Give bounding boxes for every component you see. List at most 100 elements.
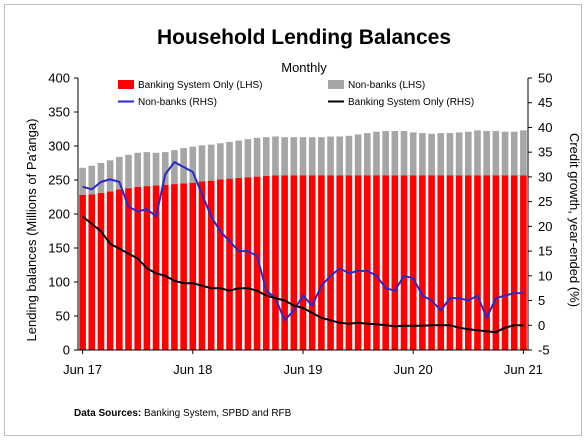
y-right-tick-label: -5 [538,343,550,358]
legend-label: Banking System Only (RHS) [348,97,474,108]
chart-subtitle: Monthly [281,60,327,75]
y-right-tick-label: 25 [538,194,552,209]
bar-banking-system-lhs [106,191,114,350]
data-sources-label: Data Sources: [74,408,141,419]
bar-banking-system-lhs [419,175,426,350]
bar-non-banks-lhs [501,131,509,176]
legend-label: Non-banks (LHS) [348,80,425,91]
bar-non-banks-lhs [363,133,371,176]
y-left-tick-label: 300 [48,139,70,154]
bar-banking-system-lhs [161,184,169,350]
bar-banking-system-lhs [262,175,270,350]
y-right-tick-label: 15 [538,244,552,259]
bar-banking-system-lhs [198,181,206,350]
bar-non-banks-lhs [226,141,233,179]
bar-non-banks-lhs [419,133,426,176]
y-left-tick-label: 100 [48,275,70,290]
bar-non-banks-lhs [125,154,132,189]
y-left-tick-label: 400 [48,71,70,86]
bar-banking-system-lhs [272,175,279,350]
y-right-tick-label: 10 [538,268,552,283]
bar-non-banks-lhs [88,165,96,195]
bar-non-banks-lhs [455,132,463,176]
bar-non-banks-lhs [97,163,105,193]
line-non-banks-rhs [82,161,524,322]
bar-non-banks-lhs [428,133,435,176]
y-right-tick-label: 20 [538,219,552,234]
legend-label: Non-banks (RHS) [138,97,217,108]
bar-non-banks-lhs [308,137,316,176]
x-tick-label: Jun 20 [394,362,433,377]
x-tick-label: Jun 18 [173,362,212,377]
bar-banking-system-lhs [354,175,362,350]
y-right-tick-label: 30 [538,169,552,184]
x-tick-label: Jun 17 [63,362,102,377]
y-left-tick-label: 350 [48,105,70,120]
y-right-tick-label: 0 [538,318,545,333]
bar-non-banks-lhs [180,148,187,184]
bar-non-banks-lhs [492,131,500,176]
bar-non-banks-lhs [474,130,481,176]
bar-non-banks-lhs [281,137,288,176]
bar-non-banks-lhs [198,145,206,182]
bar-banking-system-lhs [217,179,224,350]
bar-banking-system-lhs [327,175,334,350]
bar-banking-system-lhs [437,175,445,350]
bar-non-banks-lhs [510,131,518,176]
bar-banking-system-lhs [281,175,288,350]
bar-non-banks-lhs [235,140,243,178]
y-left-tick-label: 200 [48,207,70,222]
legend-label: Banking System Only (LHS) [138,80,263,91]
bar-non-banks-lhs [437,133,445,176]
bar-banking-system-lhs [345,175,353,350]
bar-non-banks-lhs [253,137,261,177]
bar-non-banks-lhs [207,144,215,181]
bar-non-banks-lhs [318,137,325,176]
bar-banking-system-lhs [391,175,399,350]
bar-non-banks-lhs [217,143,224,180]
bar-non-banks-lhs [189,146,197,183]
bar-banking-system-lhs [97,192,105,350]
bar-banking-system-lhs [88,194,96,350]
x-tick-label: Jun 19 [283,362,322,377]
bar-non-banks-lhs [400,131,408,176]
bar-banking-system-lhs [226,178,233,350]
bar-banking-system-lhs [116,189,123,350]
bar-non-banks-lhs [116,156,123,190]
y-left-tick-label: 250 [48,173,70,188]
bar-banking-system-lhs [253,176,261,350]
bar-non-banks-lhs [244,139,252,178]
bar-banking-system-lhs [409,175,417,350]
y-axis-right: -5 0 5 10 15 20 25 30 35 40 45 50 [527,71,552,358]
bar-non-banks-lhs [79,167,86,195]
bar-non-banks-lhs [520,130,527,176]
bar-banking-system-lhs [318,175,325,350]
bar-non-banks-lhs [262,137,270,176]
bar-banking-system-lhs [455,175,463,350]
bar-banking-system-lhs [446,175,454,350]
data-sources-text: Banking System, SPBD and RFB [141,408,291,419]
y-right-tick-label: 5 [538,293,545,308]
bar-banking-system-lhs [483,175,490,350]
bar-non-banks-lhs [134,152,141,187]
bar-banking-system-lhs [492,175,500,350]
bar-non-banks-lhs [409,132,417,176]
line-banking-system-rhs [81,215,524,334]
bar-non-banks-lhs [161,152,169,185]
bar-non-banks-lhs [336,136,344,176]
y-axis-left: 0 50 100 150 200 250 300 350 400 [48,71,79,358]
bar-banking-system-lhs [125,188,132,350]
bar-banking-system-lhs [400,175,408,350]
bar-banking-system-lhs [382,175,389,350]
bar-banking-system-lhs [428,175,435,350]
bar-banking-system-lhs [235,177,243,350]
bar-banking-system-lhs [363,175,371,350]
y-right-tick-label: 45 [538,95,552,110]
bar-banking-system-lhs [79,194,86,350]
y-axis-right-label: Credit growth, year-ended (%) [567,133,582,307]
y-axis-left-label: Lending balances (Millions of Pa'anga) [24,119,39,342]
legend: Banking System Only (LHS) Non-banks (LHS)… [118,80,474,108]
bar-non-banks-lhs [354,134,362,176]
bar-banking-system-lhs [465,175,472,350]
y-left-tick-label: 150 [48,241,70,256]
